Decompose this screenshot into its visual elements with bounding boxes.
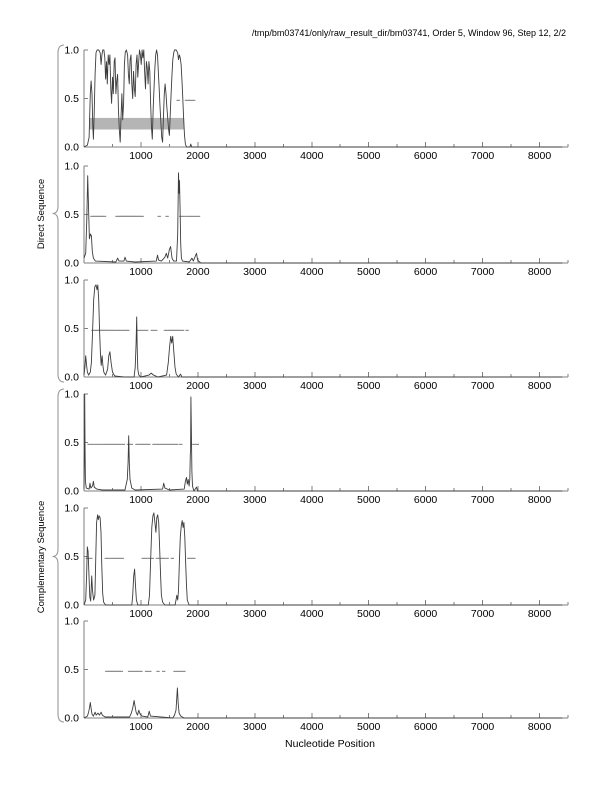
x-tick-label: 4000 bbox=[300, 494, 324, 506]
x-tick-label: 4000 bbox=[300, 608, 324, 620]
x-tick-label: 3000 bbox=[243, 721, 267, 733]
y-tick-label: 0.5 bbox=[64, 664, 79, 676]
panel-3: 1000 2000 3000 4000 5000 6000 7000 8000 1.0 0.5 0.… bbox=[64, 275, 569, 392]
x-tick-label: 6000 bbox=[414, 721, 438, 733]
x-tick-label: 8000 bbox=[528, 721, 552, 733]
y-tick-label: 0.0 bbox=[64, 486, 79, 498]
x-tick-label: 8000 bbox=[528, 494, 552, 506]
x-tick-label: 1000 bbox=[129, 494, 153, 506]
x-tick-label: 8000 bbox=[528, 150, 552, 162]
panel-4: 1000 2000 3000 4000 5000 6000 7000 8000 1.0 0.5 0.… bbox=[64, 389, 569, 506]
x-tick-label: 5000 bbox=[357, 266, 381, 278]
x-tick-label: 5000 bbox=[357, 150, 381, 162]
y-tick-label: 1.0 bbox=[64, 616, 79, 628]
y-tick-label: 1.0 bbox=[64, 389, 79, 401]
x-tick-label: 7000 bbox=[471, 494, 495, 506]
x-tick-label: 6000 bbox=[414, 150, 438, 162]
coding-probability-curve bbox=[83, 393, 563, 492]
panel-2: 1000 2000 3000 4000 5000 6000 7000 8000 1.0 0.5 0.… bbox=[64, 161, 569, 278]
x-tick-label: 2000 bbox=[186, 608, 210, 620]
x-tick-label: 1000 bbox=[129, 721, 153, 733]
highlight-region bbox=[89, 117, 185, 130]
x-tick-label: 4000 bbox=[300, 721, 324, 733]
y-tick-label: 0.5 bbox=[64, 209, 79, 221]
y-tick-label: 0.5 bbox=[64, 551, 79, 563]
y-tick-label: 0.0 bbox=[64, 713, 79, 725]
x-tick-label: 3000 bbox=[243, 380, 267, 392]
x-tick-label: 2000 bbox=[186, 721, 210, 733]
coding-probability-curve bbox=[83, 512, 563, 606]
x-tick-label: 4000 bbox=[300, 266, 324, 278]
x-tick-label: 6000 bbox=[414, 380, 438, 392]
panel-6: 1000 2000 3000 4000 5000 6000 7000 8000 1.0 0.5 0.… bbox=[64, 616, 569, 733]
x-axis-label: Nucleotide Position bbox=[285, 738, 375, 750]
y-tick-label: 0.0 bbox=[64, 258, 79, 270]
panel-5: 1000 2000 3000 4000 5000 6000 7000 8000 1.0 0.5 0.… bbox=[64, 503, 569, 620]
x-tick-label: 3000 bbox=[243, 608, 267, 620]
plot-title: /tmp/bm03741/only/raw_result_dir/bm03741… bbox=[252, 28, 566, 38]
x-tick-label: 5000 bbox=[357, 494, 381, 506]
panel-1: 1000 2000 3000 4000 5000 6000 7000 8000 1.0 0.5 0.… bbox=[64, 45, 569, 162]
x-tick-label: 1000 bbox=[129, 380, 153, 392]
y-tick-label: 1.0 bbox=[64, 503, 79, 515]
x-tick-label: 7000 bbox=[471, 608, 495, 620]
direct-sequence-label: Direct Sequence bbox=[36, 179, 47, 249]
x-tick-label: 5000 bbox=[357, 721, 381, 733]
x-tick-label: 5000 bbox=[357, 380, 381, 392]
x-tick-label: 6000 bbox=[414, 494, 438, 506]
complementary-sequence-label: Complementary Sequence bbox=[36, 501, 47, 613]
x-tick-label: 1000 bbox=[129, 266, 153, 278]
x-tick-label: 4000 bbox=[300, 380, 324, 392]
y-tick-label: 1.0 bbox=[64, 45, 79, 57]
y-tick-label: 0.5 bbox=[64, 323, 79, 335]
complementary-sequence-brace bbox=[52, 388, 65, 723]
y-tick-label: 0.0 bbox=[64, 372, 79, 384]
y-tick-label: 0.0 bbox=[64, 142, 79, 154]
x-tick-label: 7000 bbox=[471, 150, 495, 162]
y-tick-label: 0.5 bbox=[64, 437, 79, 449]
x-tick-label: 3000 bbox=[243, 494, 267, 506]
x-tick-label: 3000 bbox=[243, 150, 267, 162]
y-tick-label: 0.0 bbox=[64, 600, 79, 612]
coding-probability-curve bbox=[83, 172, 563, 264]
coding-probability-curve bbox=[83, 49, 563, 148]
x-tick-label: 8000 bbox=[528, 266, 552, 278]
x-tick-label: 8000 bbox=[528, 608, 552, 620]
x-tick-label: 2000 bbox=[186, 494, 210, 506]
x-tick-label: 3000 bbox=[243, 266, 267, 278]
panels-group: 1000 2000 3000 4000 5000 6000 7000 8000 1.0 0.5 0.… bbox=[64, 45, 569, 733]
x-tick-label: 1000 bbox=[129, 150, 153, 162]
y-tick-label: 1.0 bbox=[64, 275, 79, 287]
coding-probability-curve bbox=[83, 687, 563, 719]
x-tick-label: 7000 bbox=[471, 266, 495, 278]
x-tick-label: 8000 bbox=[528, 380, 552, 392]
x-tick-label: 6000 bbox=[414, 266, 438, 278]
x-tick-label: 2000 bbox=[186, 150, 210, 162]
x-tick-label: 7000 bbox=[471, 380, 495, 392]
y-tick-label: 1.0 bbox=[64, 161, 79, 173]
coding-probability-curve bbox=[83, 284, 563, 378]
direct-sequence-brace bbox=[52, 44, 65, 383]
x-tick-label: 5000 bbox=[357, 608, 381, 620]
x-tick-label: 1000 bbox=[129, 608, 153, 620]
x-tick-label: 7000 bbox=[471, 721, 495, 733]
x-tick-label: 4000 bbox=[300, 150, 324, 162]
x-tick-label: 2000 bbox=[186, 266, 210, 278]
x-tick-label: 6000 bbox=[414, 608, 438, 620]
y-tick-label: 0.5 bbox=[64, 93, 79, 105]
x-tick-label: 2000 bbox=[186, 380, 210, 392]
